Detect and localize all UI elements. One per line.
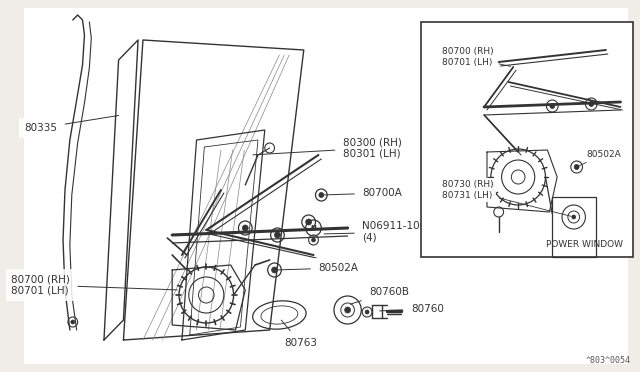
Circle shape [243, 225, 248, 231]
Text: 80763: 80763 [281, 320, 317, 348]
Text: 80760: 80760 [380, 304, 444, 314]
Circle shape [271, 267, 278, 273]
Circle shape [574, 164, 579, 170]
Text: 80502A: 80502A [579, 150, 621, 166]
Text: N06911-10637
(4): N06911-10637 (4) [324, 221, 440, 243]
Text: 80700 (RH)
80701 (LH): 80700 (RH) 80701 (LH) [442, 47, 511, 67]
Circle shape [365, 310, 369, 314]
Circle shape [275, 232, 280, 238]
Circle shape [572, 215, 575, 219]
Circle shape [345, 307, 351, 313]
Circle shape [550, 103, 555, 109]
Text: ^803^0054: ^803^0054 [585, 356, 630, 365]
Bar [552, 197, 596, 257]
Text: 80502A: 80502A [277, 263, 358, 273]
Circle shape [306, 219, 312, 225]
Circle shape [71, 320, 75, 324]
Circle shape [589, 102, 594, 106]
Text: 80300 (RH)
80301 (LH): 80300 (RH) 80301 (LH) [253, 137, 402, 159]
Text: 80335: 80335 [24, 115, 119, 133]
Circle shape [312, 238, 316, 242]
Text: 80700A: 80700A [324, 188, 402, 198]
Bar [420, 22, 633, 257]
Text: 80760B: 80760B [350, 287, 409, 304]
Circle shape [319, 192, 324, 198]
Text: 80730 (RH)
80731 (LH): 80730 (RH) 80731 (LH) [442, 180, 571, 216]
Text: N: N [310, 225, 316, 231]
Text: POWER WINDOW: POWER WINDOW [547, 240, 623, 249]
Text: 80700 (RH)
80701 (LH): 80700 (RH) 80701 (LH) [11, 274, 177, 296]
